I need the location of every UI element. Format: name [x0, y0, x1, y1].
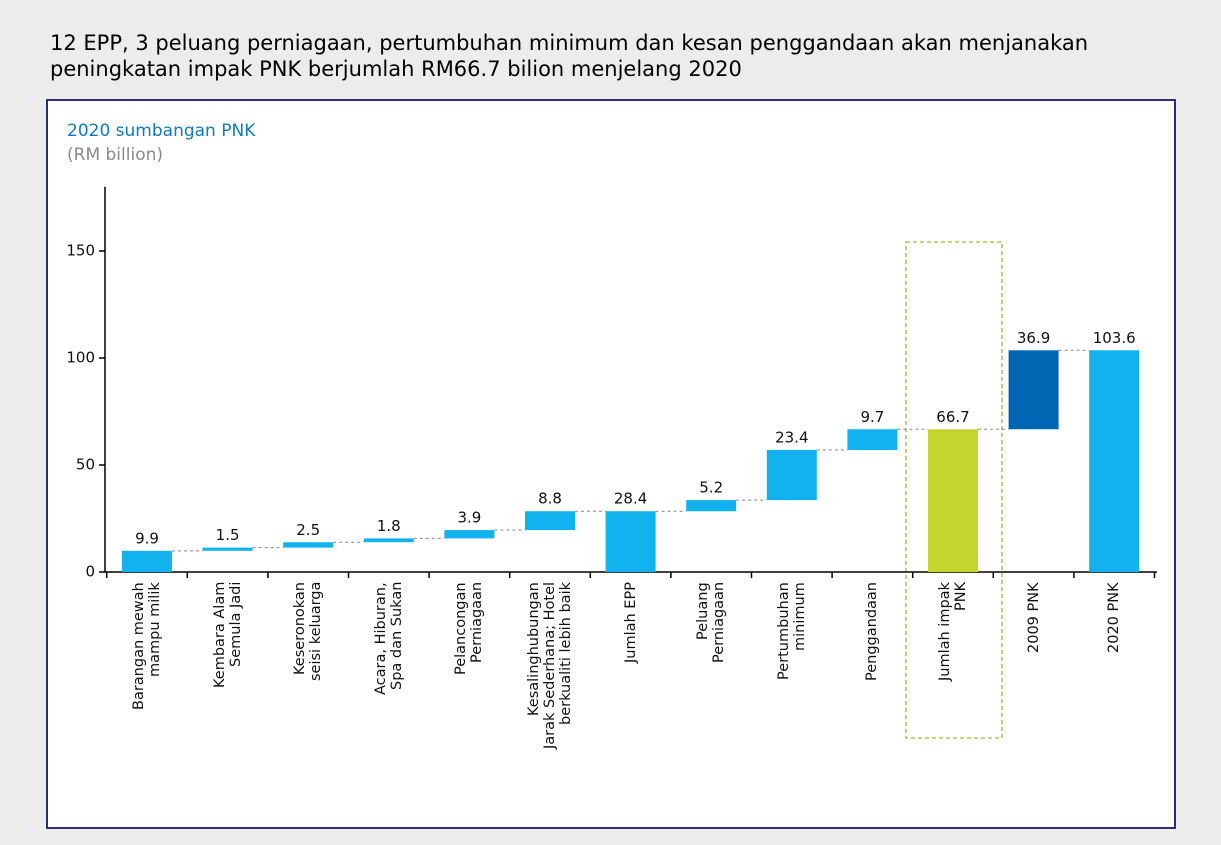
x-tick-label: Pelancongan Perniagaan: [453, 582, 486, 675]
value-label: 1.5: [216, 526, 240, 544]
x-tick-label: Barangan mewah mampu milik: [131, 582, 163, 710]
x-label-box: Jumlah impak PNK: [913, 582, 993, 792]
x-tick-label: 2020 PNK: [1106, 582, 1123, 653]
x-tick-label: 2009 PNK: [1025, 582, 1042, 653]
value-label: 9.9: [135, 529, 159, 547]
chart-title: 12 EPP, 3 peluang perniagaan, pertumbuha…: [50, 31, 1089, 81]
x-tick-label: Kesalinghubungan Jarak Sederhana; Hotel …: [526, 582, 574, 750]
value-label: 1.8: [377, 517, 401, 535]
bar: [847, 429, 898, 451]
bar: [122, 550, 172, 572]
y-axis-unit: (RM billion): [67, 145, 163, 165]
bar: [444, 530, 495, 539]
x-label-box: 2009 PNK: [994, 582, 1074, 792]
x-label-box: Kesalinghubungan Jarak Sederhana; Hotel …: [510, 582, 590, 792]
chart-frame: [46, 99, 1176, 829]
bar: [363, 538, 414, 543]
x-label-box: Pertumbuhan minimum: [752, 582, 832, 792]
x-label-box: Peluang Perniagaan: [671, 582, 751, 792]
x-tick-label: Jumlah impak PNK: [937, 582, 969, 681]
bar: [686, 500, 737, 512]
bar: [202, 547, 253, 551]
y-tick-label: 0: [85, 563, 95, 581]
bar: [1008, 350, 1059, 430]
value-label: 9.7: [860, 408, 884, 426]
value-label: 2.5: [296, 521, 320, 539]
bar: [928, 429, 978, 572]
x-tick-label: Pertumbuhan minimum: [775, 582, 808, 680]
x-tick-label: Peluang Perniagaan: [695, 582, 728, 664]
bar: [283, 542, 334, 548]
x-tick-label: Penggandaan: [864, 582, 881, 681]
highlight-box: [905, 241, 1003, 739]
x-label-box: Barangan mewah mampu milik: [107, 582, 187, 792]
value-label: 28.4: [614, 490, 647, 508]
x-tick-label: Acara, Hiburan, Spa dan Sukan: [372, 582, 405, 695]
x-label-box: Penggandaan: [832, 582, 912, 792]
x-tick-label: Kembara Alam Semula Jadi: [211, 582, 244, 689]
x-label-box: Kembara Alam Semula Jadi: [188, 582, 268, 792]
value-label: 8.8: [538, 490, 562, 508]
x-label-box: 2020 PNK: [1074, 582, 1154, 792]
y-tick-label: 150: [66, 242, 95, 260]
x-tick-label: Jumlah EPP: [622, 582, 639, 663]
bar: [605, 511, 656, 572]
value-label: 23.4: [775, 429, 808, 447]
x-label-box: Jumlah EPP: [591, 582, 671, 792]
y-tick-label: 100: [66, 349, 95, 367]
value-label: 3.9: [457, 509, 481, 527]
y-axis-title: 2020 sumbangan PNK: [67, 121, 256, 141]
value-label: 5.2: [699, 479, 723, 497]
x-label-box: Keseronokan seisi keluarga: [268, 582, 348, 792]
bar: [525, 511, 575, 531]
bar: [766, 450, 817, 501]
x-tick-label: Keseronokan seisi keluarga: [292, 582, 325, 682]
value-label: 103.6: [1093, 329, 1136, 347]
value-label: 66.7: [936, 408, 969, 426]
value-label: 36.9: [1017, 329, 1050, 347]
x-label-box: Acara, Hiburan, Spa dan Sukan: [349, 582, 429, 792]
x-label-box: Pelancongan Perniagaan: [429, 582, 509, 792]
y-tick-label: 50: [76, 456, 95, 474]
bar: [1089, 350, 1140, 572]
